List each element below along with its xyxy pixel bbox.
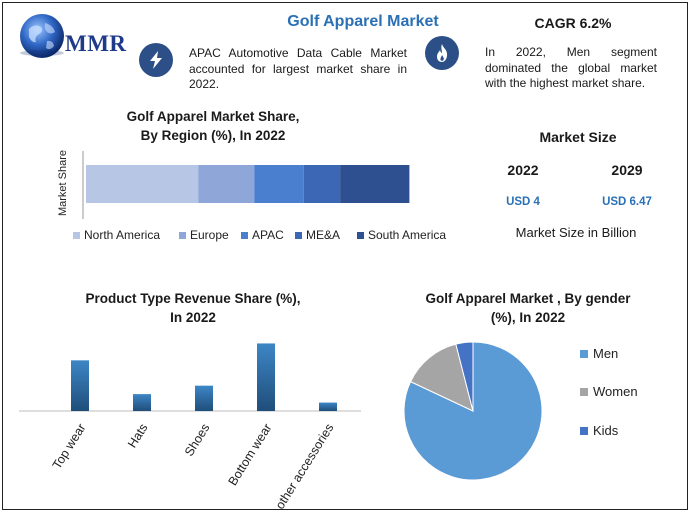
market-size-year-end: 2029 xyxy=(611,162,643,178)
product-bar-other-accessories xyxy=(319,402,337,411)
product-chart-title: Product Type Revenue Share (%), In 2022 xyxy=(85,291,301,325)
region-legend-label-meanda: ME&A xyxy=(306,228,340,242)
gender-chart-title: Golf Apparel Market , By gender (%), In … xyxy=(425,291,631,325)
market-size-value-start: USD 4 xyxy=(506,196,540,208)
region-legend-swatch-apac xyxy=(241,232,248,239)
product-bar-bottom-wear xyxy=(257,343,275,411)
gender-slice-women xyxy=(409,343,474,412)
market-size-year-start: 2022 xyxy=(507,162,539,178)
product-tick-label-shoes: Shoes xyxy=(182,421,213,458)
product-tick-label-hats: Hats xyxy=(125,421,150,450)
region-chart: Market Share North America Europe APAC ME&A… xyxy=(57,150,446,242)
region-legend-label-apac: APAC xyxy=(252,228,284,242)
region-legend-swatch-meanda xyxy=(295,232,302,239)
region-legend-swatch-north-america xyxy=(73,232,80,239)
region-legend-swatch-europe xyxy=(179,232,186,239)
globe-logo-icon xyxy=(20,14,64,58)
region-bar-apac xyxy=(254,165,304,203)
gender-slice-kids xyxy=(455,341,474,412)
gender-legend-swatch-women xyxy=(580,388,588,396)
lightning-icon xyxy=(139,43,173,77)
blurb-right: In 2022, Men segment dominated the globa… xyxy=(485,45,657,90)
region-legend-swatch-south-america xyxy=(357,232,364,239)
page-title: Golf Apparel Market xyxy=(287,13,439,30)
market-size-title: Market Size xyxy=(539,129,617,145)
flame-icon xyxy=(425,36,459,70)
product-tick-label-top-wear: Top wear xyxy=(50,421,89,471)
region-bar-meanda xyxy=(303,165,341,203)
product-bar-shoes xyxy=(195,385,213,411)
region-bar-north-america xyxy=(86,165,199,203)
region-bar-europe xyxy=(198,165,255,203)
market-size-footnote: Market Size in Billion xyxy=(515,225,637,240)
region-legend-label-south-america: South America xyxy=(368,228,446,242)
product-bar-hats xyxy=(133,394,151,411)
cagr-label: CAGR 6.2% xyxy=(534,15,612,31)
region-legend-label-north-america: North America xyxy=(84,228,160,242)
region-bar-south-america xyxy=(340,165,410,203)
infographic: MMR Golf Apparel Market CAGR 6.2% APAC A… xyxy=(2,2,688,510)
market-size-value-end: USD 6.47 xyxy=(602,196,652,208)
region-y-axis-label: Market Share xyxy=(57,150,69,216)
region-chart-title: Golf Apparel Market Share, By Region (%)… xyxy=(126,109,300,143)
gender-legend-label-women: Women xyxy=(593,384,638,399)
product-tick-label-bottom-wear: Bottom wear xyxy=(225,421,274,488)
gender-chart: Men Women Kids xyxy=(403,341,638,481)
region-legend-label-europe: Europe xyxy=(190,228,229,242)
product-bar-top-wear xyxy=(71,360,89,411)
logo-text: MMR xyxy=(65,31,127,56)
gender-legend-label-men: Men xyxy=(593,346,618,361)
gender-legend-swatch-kids xyxy=(580,427,588,435)
product-tick-label-other-accessories: other accessories xyxy=(273,421,337,509)
blurb-left: APAC Automotive Data Cable Market accoun… xyxy=(189,46,407,91)
gender-legend-label-kids: Kids xyxy=(593,423,619,438)
gender-legend-swatch-men xyxy=(580,350,588,358)
